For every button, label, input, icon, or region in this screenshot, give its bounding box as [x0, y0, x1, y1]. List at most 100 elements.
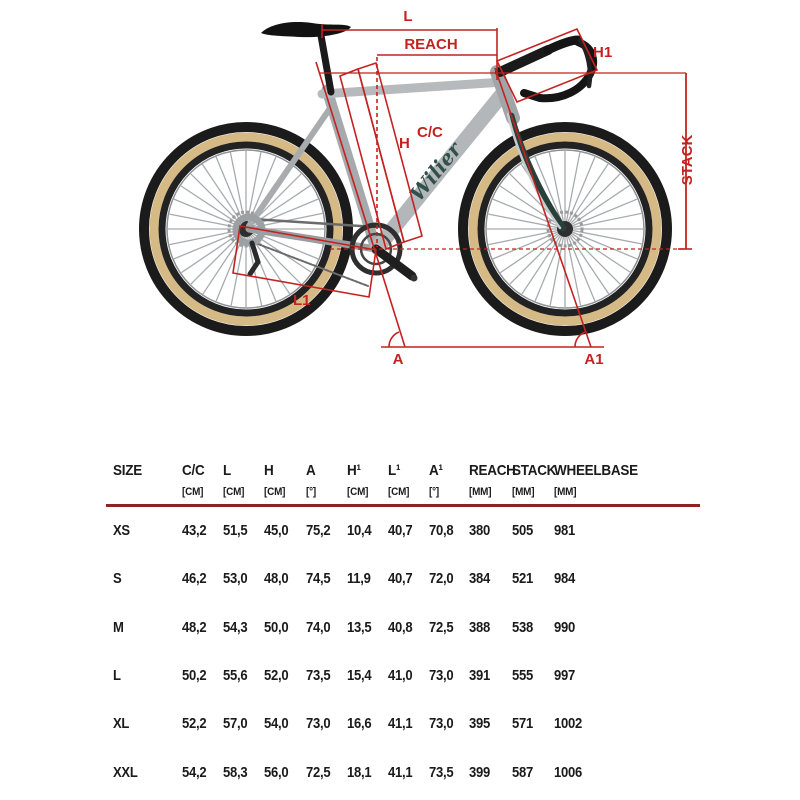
label-h1: H1	[593, 44, 612, 61]
brake-lever	[577, 37, 593, 89]
cell: 75,2	[306, 523, 331, 540]
column-unit: [°]	[429, 485, 440, 498]
label-stack: STACK	[679, 135, 696, 186]
crank-arm	[371, 244, 417, 281]
cell: 521	[512, 571, 533, 588]
cell: 73,0	[429, 668, 454, 685]
size-label: M	[113, 619, 124, 636]
top-tube	[317, 77, 508, 99]
column-header: STACK	[512, 462, 557, 479]
chain-bottom	[249, 240, 369, 287]
column-unit: [CM]	[182, 485, 204, 498]
cell: 72,5	[306, 764, 331, 781]
cell: 11,9	[347, 571, 371, 588]
column-header: L	[223, 462, 231, 479]
cell: 41,1	[388, 716, 413, 733]
table-row-xl: XL 52,2 57,0 54,0 73,0 16,6 41,1 73,0 39…	[106, 700, 700, 748]
column-header: REACH	[469, 462, 516, 479]
table-row-xs: XS 43,2 51,5 45,0 75,2 10,4 40,7 70,8 38…	[106, 507, 700, 555]
cell: 380	[469, 523, 490, 540]
cell: 52,2	[182, 716, 207, 733]
cell: 57,0	[223, 716, 248, 733]
size-label: XL	[113, 716, 130, 733]
table-row-xxl: XXL 54,2 58,3 56,0 72,5 18,1 41,1 73,5 3…	[106, 748, 700, 796]
cell: 54,3	[223, 619, 248, 636]
chain-top	[250, 217, 378, 229]
cell: 70,8	[429, 523, 454, 540]
label-reach: REACH	[404, 36, 457, 53]
cell: 16,6	[347, 716, 372, 733]
cell: 50,2	[182, 668, 207, 685]
column-header: C/C	[182, 462, 205, 479]
cell: 40,7	[388, 571, 413, 588]
cell: 391	[469, 668, 490, 685]
rear-derailleur	[247, 240, 261, 277]
cell: 1006	[554, 764, 582, 781]
cell: 52,0	[264, 668, 289, 685]
cell: 45,0	[264, 523, 289, 540]
size-label: XS	[113, 523, 130, 540]
cell: 981	[554, 523, 575, 540]
cell: 55,6	[223, 668, 248, 685]
fork-highlight	[506, 112, 562, 230]
pedal	[410, 274, 418, 282]
cell: 990	[554, 619, 575, 636]
geometry-table: SIZE C/C L H A H¹ L¹ A¹ REACH STACK WHEE…	[106, 459, 700, 797]
column-header: L¹	[388, 462, 401, 479]
column-unit: [MM]	[512, 485, 535, 498]
cc-measure-band	[357, 61, 423, 244]
column-header: A¹	[429, 462, 443, 479]
cell: 73,5	[429, 764, 454, 781]
cell: 399	[469, 764, 490, 781]
column-unit: [MM]	[554, 485, 577, 498]
cell: 51,5	[223, 523, 248, 540]
cell: 48,0	[264, 571, 289, 588]
cell: 40,8	[388, 619, 413, 636]
handlebar-drop	[520, 38, 598, 103]
cell: 571	[512, 716, 533, 733]
column-header: SIZE	[113, 462, 142, 479]
cell: 46,2	[182, 571, 207, 588]
cell: 73,0	[306, 716, 331, 733]
column-unit: [CM]	[347, 485, 369, 498]
cell: 48,2	[182, 619, 207, 636]
cell: 56,0	[264, 764, 289, 781]
column-header: H¹	[347, 462, 361, 479]
cell: 18,1	[347, 764, 372, 781]
handlebar-top	[543, 35, 583, 55]
cell: 74,5	[306, 571, 331, 588]
seat-angle-line	[315, 61, 406, 348]
size-label: XXL	[113, 764, 138, 781]
table-row-s: S 46,2 53,0 48,0 74,5 11,9 40,7 72,0 384…	[106, 555, 700, 603]
cell: 54,0	[264, 716, 289, 733]
label-a1: A1	[584, 351, 603, 368]
cell: 72,0	[429, 571, 454, 588]
column-unit: [CM]	[264, 485, 286, 498]
cell: 384	[469, 571, 490, 588]
cell: 10,4	[347, 523, 372, 540]
cell: 50,0	[264, 619, 289, 636]
header-rule	[106, 504, 700, 507]
saddle	[261, 22, 351, 38]
column-header: H	[264, 462, 274, 479]
cell: 1002	[554, 716, 582, 733]
cell: 388	[469, 619, 490, 636]
cell: 53,0	[223, 571, 248, 588]
table-row-l: L 50,2 55,6 52,0 73,5 15,4 41,0 73,0 391…	[106, 652, 700, 700]
cell: 587	[512, 764, 533, 781]
seat-stay	[246, 101, 336, 229]
brand-logo-downtube: Wilier	[405, 136, 467, 205]
bike-geometry-diagram: Wilier	[0, 8, 696, 368]
label-h: H	[399, 135, 410, 152]
head-angle-arc	[574, 331, 586, 348]
geometry-annotations	[232, 24, 692, 348]
cell: 72,5	[429, 619, 454, 636]
cell: 15,4	[347, 668, 372, 685]
label-a: A	[393, 351, 404, 368]
table-header-row: SIZE C/C L H A H¹ L¹ A¹ REACH STACK WHEE…	[106, 459, 700, 482]
stem	[495, 45, 553, 77]
cell: 73,5	[306, 668, 331, 685]
seat-angle-arc	[388, 331, 400, 348]
cell: 74,0	[306, 619, 331, 636]
